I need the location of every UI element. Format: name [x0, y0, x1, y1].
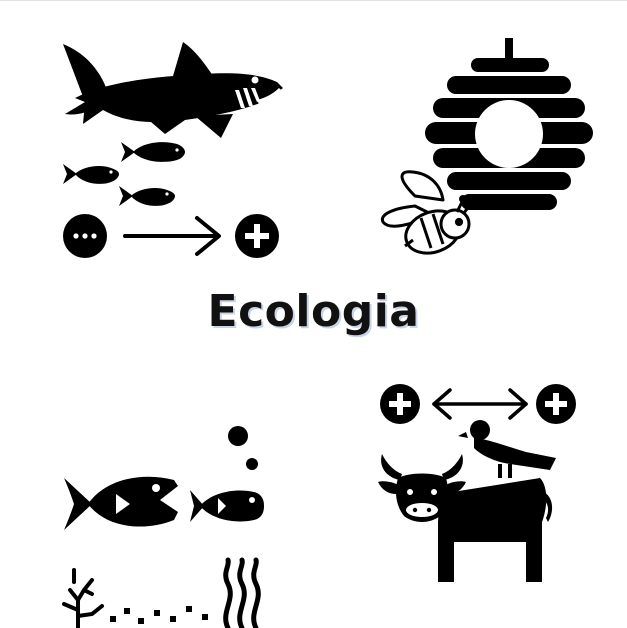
plus-circle-icon	[235, 214, 279, 258]
plus-circle-icon	[380, 384, 420, 424]
shark-icon	[63, 42, 283, 138]
bubbles-icon	[228, 426, 258, 470]
bird-icon	[458, 420, 556, 478]
arrow-right-icon	[123, 216, 221, 256]
seabed-dots	[110, 606, 208, 624]
small-fish-icon	[119, 186, 175, 206]
minus-circle-icon	[63, 214, 107, 258]
bee-icon	[380, 170, 476, 255]
small-fish-icon	[121, 142, 185, 162]
mutualism-panel	[375, 36, 600, 261]
small-fish-icon	[190, 490, 264, 522]
predation-panel	[55, 38, 290, 263]
small-fish-icon	[63, 164, 119, 184]
cow-icon	[378, 454, 553, 582]
double-arrow-icon	[432, 388, 528, 420]
beehive-icon	[425, 38, 593, 210]
coral-icon	[62, 568, 104, 628]
page-title: Ecologia	[207, 286, 420, 337]
big-fish-icon	[64, 476, 178, 530]
aquatic-panel	[58, 420, 288, 628]
seaweed-icon	[223, 557, 261, 628]
commensalism-panel	[370, 382, 585, 587]
plus-circle-icon	[536, 384, 576, 424]
